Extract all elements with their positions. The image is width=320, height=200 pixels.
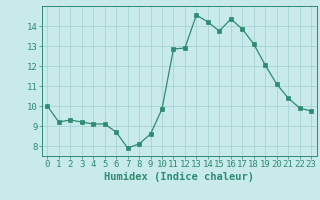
X-axis label: Humidex (Indice chaleur): Humidex (Indice chaleur) [104,172,254,182]
